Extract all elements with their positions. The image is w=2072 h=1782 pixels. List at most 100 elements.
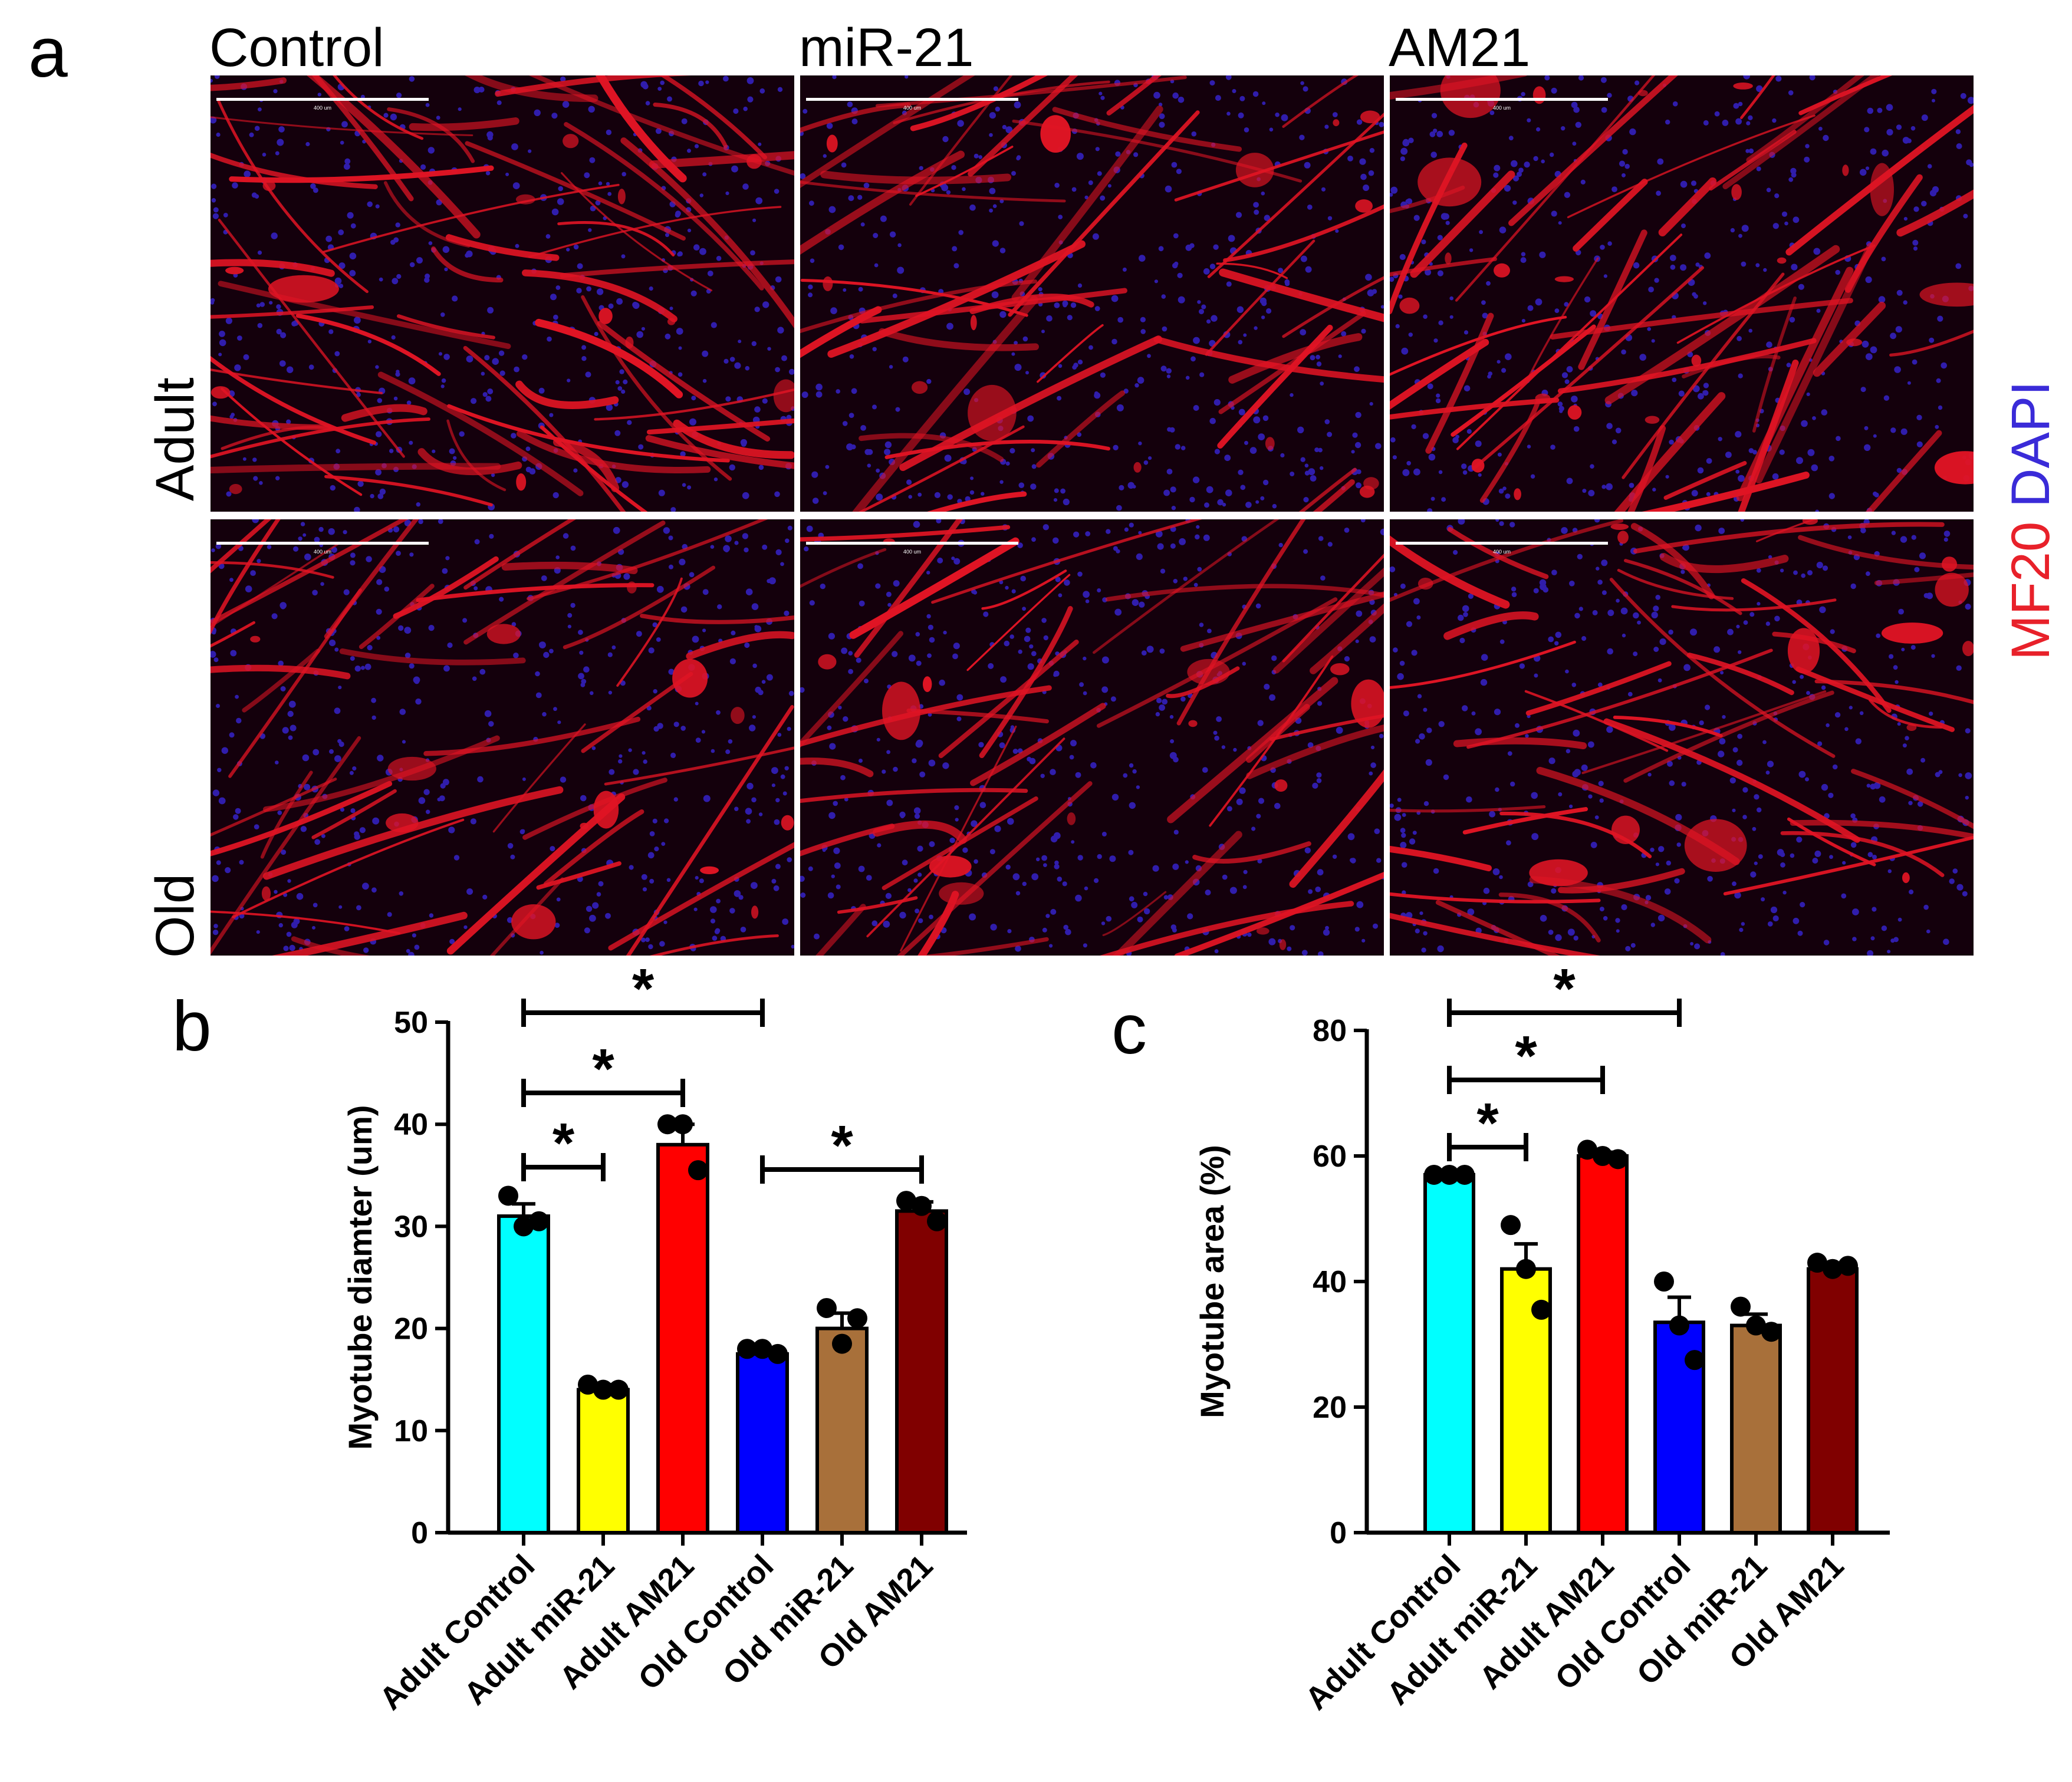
data-point bbox=[832, 1333, 852, 1354]
data-point bbox=[1669, 1315, 1689, 1336]
significance-label: * bbox=[1476, 1092, 1499, 1155]
mf20-cell-clusters bbox=[1417, 519, 1974, 887]
bar-0 bbox=[497, 1214, 550, 1535]
data-point bbox=[1577, 1139, 1597, 1160]
significance-bracket-0: * bbox=[1447, 957, 1682, 1027]
y-tick-label: 0 bbox=[1330, 1516, 1347, 1550]
bar-5 bbox=[895, 1209, 948, 1534]
data-point bbox=[1823, 1259, 1843, 1279]
significance-bracket-3: * bbox=[760, 1114, 924, 1184]
data-point bbox=[1654, 1272, 1674, 1292]
data-point bbox=[514, 1216, 534, 1237]
bar-1 bbox=[577, 1388, 630, 1535]
legend-mf20: MF20 bbox=[2001, 522, 2061, 660]
micrograph-old-mir21: 400 um bbox=[800, 519, 1384, 956]
panel-letter-b: b bbox=[172, 987, 212, 1066]
scale-bar-label: 400 um bbox=[1493, 105, 1511, 111]
data-point bbox=[1761, 1322, 1781, 1342]
data-point bbox=[1685, 1350, 1705, 1371]
data-point bbox=[817, 1297, 837, 1318]
data-point bbox=[609, 1379, 629, 1400]
data-point bbox=[768, 1343, 788, 1364]
data-point bbox=[1455, 1164, 1475, 1185]
scale-bar-label: 400 um bbox=[903, 549, 921, 555]
y-tick-label: 10 bbox=[394, 1414, 428, 1448]
micrograph-old-am21: 400 um bbox=[1390, 519, 1974, 956]
panel-letter-a: a bbox=[28, 13, 68, 92]
significance-label: * bbox=[1553, 957, 1576, 1020]
y-tick-label: 50 bbox=[394, 1006, 428, 1040]
y-axis-title: Myotube area (%) bbox=[1193, 1145, 1231, 1418]
mf20-cell-clusters bbox=[211, 134, 794, 495]
mf20-cell-clusters bbox=[823, 110, 1380, 498]
mf20-myotubes bbox=[211, 75, 794, 512]
scale-bar-label: 400 um bbox=[903, 105, 921, 111]
bar-5 bbox=[1807, 1267, 1859, 1534]
row-title-old: Old bbox=[145, 874, 205, 958]
data-point bbox=[688, 1160, 708, 1181]
scale-bar-label: 400 um bbox=[1493, 549, 1511, 555]
significance-bracket-2: * bbox=[521, 1112, 606, 1181]
bar-3 bbox=[736, 1352, 789, 1534]
data-point bbox=[737, 1339, 757, 1359]
significance-label: * bbox=[1515, 1025, 1537, 1088]
column-title-control: Control bbox=[209, 18, 384, 78]
mf20-myotubes bbox=[1390, 519, 1974, 956]
micrograph-grid: 400 um 400 um 400 um 400 um 400 um 400 um bbox=[211, 75, 1974, 956]
dapi-nuclei bbox=[211, 519, 794, 956]
micrograph-adult-control: 400 um bbox=[211, 75, 794, 512]
bar-2 bbox=[656, 1142, 709, 1534]
data-point bbox=[927, 1211, 947, 1231]
error-bar-0 bbox=[512, 1202, 535, 1217]
mf20-myotubes bbox=[211, 519, 794, 956]
data-point bbox=[1807, 1253, 1827, 1273]
data-point bbox=[752, 1339, 772, 1359]
mf20-cell-clusters bbox=[250, 581, 794, 940]
legend-dapi: DAPI bbox=[2001, 381, 2061, 508]
data-point bbox=[498, 1185, 518, 1206]
significance-bracket-1: * bbox=[521, 1037, 685, 1107]
mf20-myotubes bbox=[800, 75, 1384, 512]
stain-legend: MF20 DAPI bbox=[2001, 381, 2061, 660]
mf20-cell-clusters bbox=[1399, 75, 1974, 500]
y-tick-label: 20 bbox=[1313, 1391, 1347, 1425]
data-point bbox=[1516, 1259, 1536, 1279]
significance-label: * bbox=[592, 1037, 614, 1101]
scale-bar: 400 um bbox=[806, 542, 1018, 555]
data-point bbox=[673, 1114, 693, 1135]
y-tick-label: 30 bbox=[394, 1210, 428, 1244]
micrograph-adult-mir21: 400 um bbox=[800, 75, 1384, 512]
mf20-myotubes bbox=[1390, 75, 1974, 512]
micrograph-old-control: 400 um bbox=[211, 519, 794, 956]
data-point bbox=[847, 1308, 867, 1329]
significance-bracket-1: * bbox=[1447, 1025, 1605, 1094]
data-point bbox=[657, 1114, 677, 1135]
column-title-am21: AM21 bbox=[1389, 18, 1530, 78]
data-point bbox=[593, 1379, 613, 1400]
scale-bar: 400 um bbox=[1396, 98, 1608, 111]
data-point bbox=[896, 1191, 916, 1211]
data-point bbox=[1531, 1299, 1551, 1320]
bar-2 bbox=[1577, 1154, 1629, 1534]
y-tick-label: 20 bbox=[394, 1312, 428, 1346]
data-point bbox=[1608, 1149, 1628, 1170]
significance-label: * bbox=[632, 957, 655, 1020]
data-point bbox=[529, 1211, 549, 1231]
data-point bbox=[1593, 1146, 1613, 1166]
y-axis-title: Myotube diamter (um) bbox=[341, 1105, 379, 1450]
scale-bar: 400 um bbox=[216, 98, 429, 111]
y-tick-label: 40 bbox=[1313, 1265, 1347, 1299]
y-tick-label: 80 bbox=[1313, 1014, 1347, 1048]
bar-4 bbox=[1730, 1323, 1782, 1535]
mf20-myotubes bbox=[800, 519, 1384, 956]
y-tick-label: 60 bbox=[1313, 1139, 1347, 1174]
scale-bar-label: 400 um bbox=[314, 105, 331, 111]
y-tick-label: 40 bbox=[394, 1108, 428, 1142]
column-title-mir21: miR-21 bbox=[799, 18, 973, 78]
data-point bbox=[1501, 1215, 1521, 1236]
